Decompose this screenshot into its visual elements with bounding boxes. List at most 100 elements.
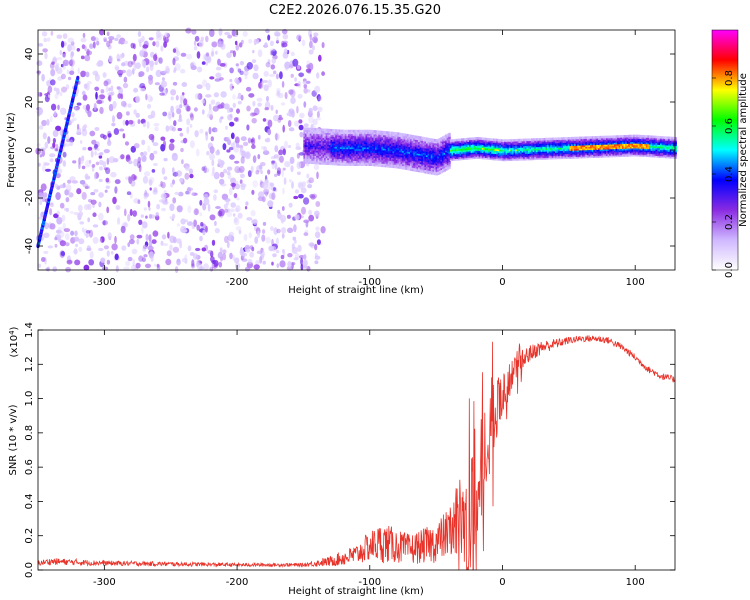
spectrogram-signal-cell — [633, 152, 636, 155]
spectrogram-signal-cell — [438, 164, 442, 168]
spectrogram-signal-cell — [386, 143, 389, 146]
spectrogram-signal-cell — [376, 137, 380, 140]
spectrogram-cell — [308, 49, 314, 55]
spectrogram-cell — [92, 203, 95, 208]
spectrogram-signal-cell — [384, 158, 387, 161]
spectrogram-cell — [160, 80, 167, 88]
spectrogram-cell — [151, 169, 156, 173]
spectrogram-cell — [91, 166, 95, 172]
spectrogram-signal-cell — [343, 133, 346, 136]
spectrogram-signal-cell — [381, 154, 384, 157]
spectrogram-signal-cell — [327, 157, 330, 160]
spectrogram-cell — [224, 208, 229, 213]
spectrogram-signal-cell — [516, 145, 520, 148]
spectrogram-signal-cell — [459, 146, 462, 150]
spectrogram-signal-cell — [457, 157, 461, 161]
spectrogram-signal-cell — [349, 151, 352, 155]
spectrogram-signal-cell — [618, 149, 622, 153]
spectrogram-signal-cell — [419, 166, 423, 170]
spectrogram-signal-cell — [449, 153, 453, 157]
spectrogram-signal-cell — [464, 147, 467, 151]
spectrogram-signal-cell — [590, 145, 593, 149]
spectrogram-signal-cell — [582, 154, 585, 157]
spectrogram-cell — [100, 133, 105, 139]
spectrogram-cell — [138, 164, 142, 173]
spectrogram-signal-cell — [599, 153, 602, 157]
spectrogram-cell — [81, 155, 85, 162]
spectrogram-cell — [90, 150, 94, 158]
spectrogram-signal-cell — [397, 149, 400, 152]
spectrogram-cell — [281, 81, 285, 88]
spectrogram-cell — [303, 123, 309, 128]
spectrogram-cell — [266, 95, 269, 102]
spectrogram-signal-cell — [387, 161, 391, 165]
spectrogram-signal-cell — [559, 156, 563, 160]
spectrogram-signal-cell — [459, 157, 462, 161]
spectrogram-signal-cell — [421, 145, 424, 148]
spectrogram-signal-cell — [586, 139, 590, 143]
spectrogram-signal-cell — [373, 146, 376, 150]
spectrogram-cell — [228, 147, 234, 151]
spectrogram-signal-cell — [438, 166, 442, 170]
spectrogram-signal-cell — [620, 151, 623, 154]
spectrogram-cell — [143, 195, 148, 200]
spectrogram-signal-cell — [618, 151, 622, 154]
spectrogram-signal-cell — [343, 143, 346, 146]
spectrogram-cell — [226, 149, 231, 153]
spectrogram-signal-cell — [359, 141, 362, 145]
spectrogram-signal-cell — [540, 157, 544, 160]
spectrogram-cell — [69, 139, 74, 147]
spectrogram-cell — [196, 148, 200, 157]
spectrogram-cell — [36, 143, 41, 147]
spectrogram-signal-cell — [520, 140, 523, 143]
spectrogram-signal-cell — [443, 169, 446, 172]
spectrogram-cell — [267, 34, 271, 41]
spectrogram-signal-cell — [534, 154, 537, 157]
spectrogram-signal-cell — [416, 137, 419, 141]
spectrogram-signal-cell — [403, 163, 407, 167]
spectrogram-signal-cell — [631, 150, 634, 154]
spectrogram-signal-cell — [623, 135, 626, 138]
spectrogram-signal-cell — [320, 157, 324, 160]
spectrogram-signal-cell — [440, 150, 443, 154]
spectrogram-signal-cell — [311, 149, 314, 153]
spectrogram-cell — [300, 257, 304, 266]
spectrogram-signal-cell — [500, 148, 504, 152]
spectrogram-signal-cell — [585, 149, 588, 152]
spectrogram-signal-cell — [478, 153, 481, 156]
spectrogram-signal-cell — [567, 140, 571, 143]
spectrogram-signal-cell — [528, 149, 531, 153]
spectrogram-signal-cell — [545, 153, 548, 157]
spectrogram-cell — [76, 48, 81, 52]
spectrogram-signal-cell — [606, 150, 609, 153]
spectrogram-signal-cell — [435, 142, 438, 146]
spectrogram-signal-cell — [548, 142, 552, 146]
spectrogram-signal-cell — [316, 134, 319, 138]
spectrogram-signal-cell — [330, 129, 333, 132]
spectrogram-cell — [219, 77, 224, 81]
spectrogram-signal-cell — [583, 144, 587, 148]
spectrogram-signal-cell — [410, 158, 413, 161]
spectrogram-cell — [262, 260, 267, 265]
spectrogram-signal-cell — [604, 143, 607, 147]
spectrogram-signal-cell — [309, 129, 313, 133]
spectrogram-signal-cell — [531, 152, 534, 156]
spectrogram-signal-cell — [561, 145, 564, 148]
spectrogram-cell — [195, 247, 201, 252]
spectrogram-signal-cell — [324, 147, 327, 150]
spectrogram-signal-cell — [507, 145, 510, 149]
spectrogram-signal-cell — [535, 147, 539, 151]
spectrogram-signal-cell — [381, 140, 384, 144]
spectrogram-cell — [41, 73, 45, 82]
spectrogram-signal-cell — [586, 153, 590, 157]
spectrogram-signal-cell — [618, 136, 622, 140]
spectrogram-signal-cell — [414, 152, 418, 155]
spectrogram-signal-cell — [453, 156, 456, 160]
spectrogram-signal-cell — [610, 145, 614, 148]
spectrogram-signal-cell — [516, 158, 520, 161]
spectrogram-signal-cell — [303, 161, 306, 164]
spectrogram-signal-cell — [383, 146, 386, 149]
spectrogram-signal-cell — [392, 160, 395, 163]
spectrogram-signal-cell — [440, 152, 443, 155]
spectrogram-cell — [168, 111, 172, 116]
